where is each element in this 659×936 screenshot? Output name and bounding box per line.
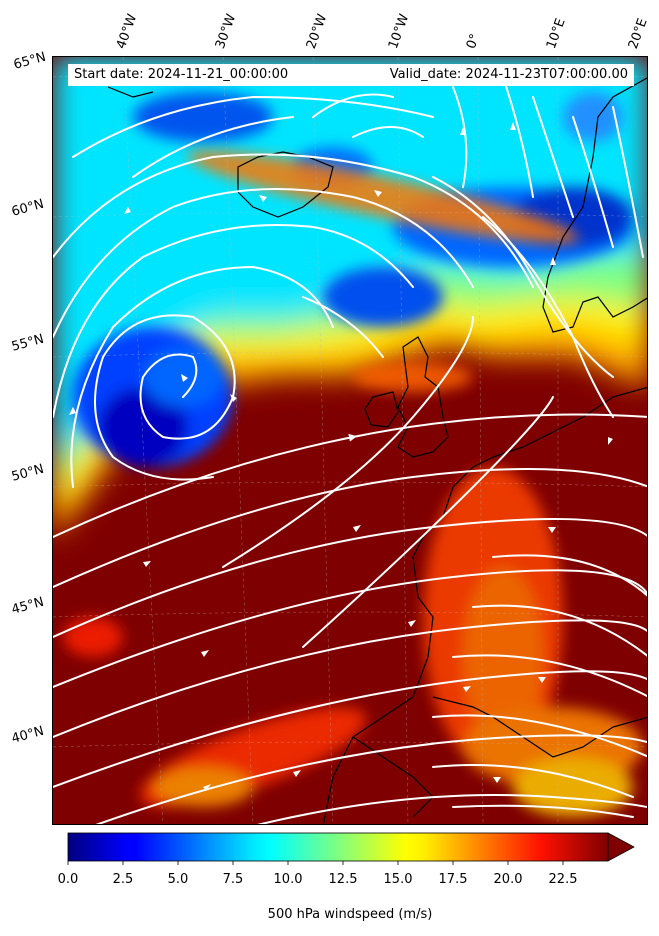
streamline [352,126,424,138]
lon-label-10e: 10°E [543,16,569,51]
streamline [53,468,647,588]
streamline [452,804,634,818]
streamline [53,153,534,288]
streamline [612,106,644,258]
date-banner: Start date: 2024-11-21_00:00:00 Valid_da… [68,64,634,86]
cyclone-streamline [94,314,236,481]
streamline [452,86,468,188]
coastlines [107,77,647,824]
streamline [257,793,647,824]
colorbar-tick-label: 0.0 [57,872,79,887]
streamline [53,569,647,688]
streamline [95,734,647,824]
streamline [302,296,384,358]
colorbar-tick-label: 22.5 [548,872,578,887]
windspeed-field [53,57,647,824]
colorbar-extend-arrow [607,832,635,862]
streamline [502,76,534,198]
streamline [432,176,614,378]
iberia-coast [352,736,434,818]
colorbar [67,832,635,865]
streamline [572,116,614,248]
streamline [532,96,574,218]
streamline [222,316,474,568]
lat-label-40n: 40°N [10,723,46,747]
streamline [53,188,474,338]
streamlines [53,76,647,824]
streamline [492,554,647,597]
lon-label-30w: 30°W [212,12,240,51]
colorbar-gradient [67,832,609,862]
colorbar-label: 500 hPa windspeed (m/s) [267,907,433,922]
colorbar-tick-label: 5.0 [167,872,189,887]
lat-label-60n: 60°N [10,196,46,220]
ireland-coast [364,391,399,428]
colorbar-tick-label: 20.0 [493,872,523,887]
great-britain-coast [397,336,449,458]
streamline [53,413,647,538]
streamline [432,714,647,758]
lat-label-65n: 65°N [12,49,48,73]
mediterranean-coast [432,696,647,758]
colorbar-tick-label: 7.5 [222,872,244,887]
greenland-coast [107,86,154,98]
graticule [53,57,647,824]
streamline [472,604,647,657]
lon-label-20e: 20°E [625,16,651,51]
streamline [452,654,647,698]
lat-label-55n: 55°N [10,331,46,355]
streamline [53,224,414,418]
start-date-label: Start date: 2024-11-21_00:00:00 [74,67,289,82]
streamline [132,116,294,178]
jet-streaks [63,151,643,817]
streamline-arrows [69,122,613,791]
streamline [70,265,334,488]
colorbar-ticks [67,861,564,865]
lon-label-40w: 40°W [113,12,141,51]
lat-label-50n: 50°N [10,461,46,485]
colorbar-tick-label: 15.0 [383,872,413,887]
streamline [53,670,647,788]
lon-label-20w: 20°W [303,12,331,51]
streamline [302,396,554,648]
streamline [72,95,434,158]
map-panel [52,56,648,825]
lon-label-10w: 10°W [385,12,413,51]
streamline [53,619,647,738]
colorbar-tick-label: 10.0 [273,872,303,887]
colorbar-tick-label: 2.5 [112,872,134,887]
lat-label-45n: 45°N [10,594,46,618]
streamline [53,518,647,638]
lon-label-0: 0° [463,31,484,51]
scandinavia-coast [542,77,647,333]
valid-date-label: Valid_date: 2024-11-23T07:00:00.00 [389,67,628,82]
streamline [312,93,394,118]
colorbar-tick-label: 17.5 [438,872,468,887]
streamline [432,764,634,798]
colorbar-tick-label: 12.5 [328,872,358,887]
